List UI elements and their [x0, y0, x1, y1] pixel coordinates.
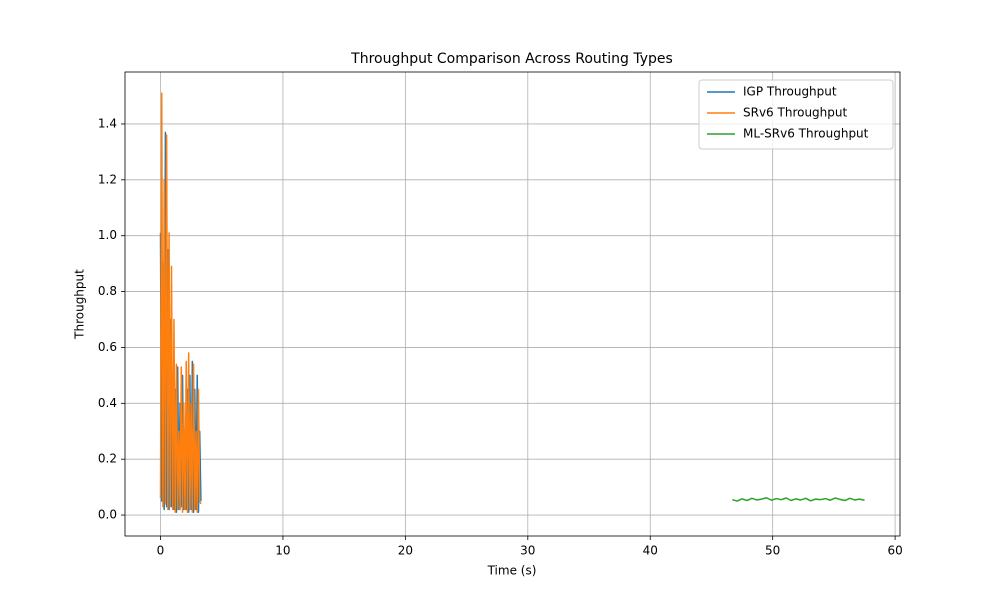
x-tick-label: 10 [275, 544, 290, 558]
data-line [159, 92, 202, 514]
y-tick-label: 1.0 [98, 228, 117, 242]
legend: IGP Throughput SRv6 Throughput ML-SRv6 Thr… [698, 79, 894, 150]
x-tick-label: 20 [398, 544, 413, 558]
x-tick-label: 60 [887, 544, 902, 558]
y-tick-label: 1.4 [98, 116, 117, 130]
y-tick-label: 0.6 [98, 340, 117, 354]
plot-frame [124, 71, 901, 537]
legend-box [698, 79, 894, 150]
legend-label: IGP Throughput [743, 85, 837, 99]
y-tick-label: 0.0 [98, 508, 117, 522]
legend-label: SRv6 Throughput [743, 106, 848, 120]
y-tick-label: 0.8 [98, 284, 117, 298]
y-axis-label: Throughput [73, 269, 87, 340]
legend-label: ML-SRv6 Throughput [743, 127, 869, 141]
y-tick-label: 0.2 [98, 452, 117, 466]
data-line [732, 496, 865, 502]
y-tick-label: 0.4 [98, 396, 117, 410]
chart-title: Throughput Comparison Across Routing Typ… [350, 51, 673, 67]
x-tick-label: 40 [643, 544, 658, 558]
x-tick-label: 50 [765, 544, 780, 558]
x-tick-label: 0 [157, 544, 165, 558]
y-tick-label: 1.2 [98, 172, 117, 186]
x-axis-label: Time (s) [487, 564, 537, 578]
x-tick-label: 30 [520, 544, 535, 558]
